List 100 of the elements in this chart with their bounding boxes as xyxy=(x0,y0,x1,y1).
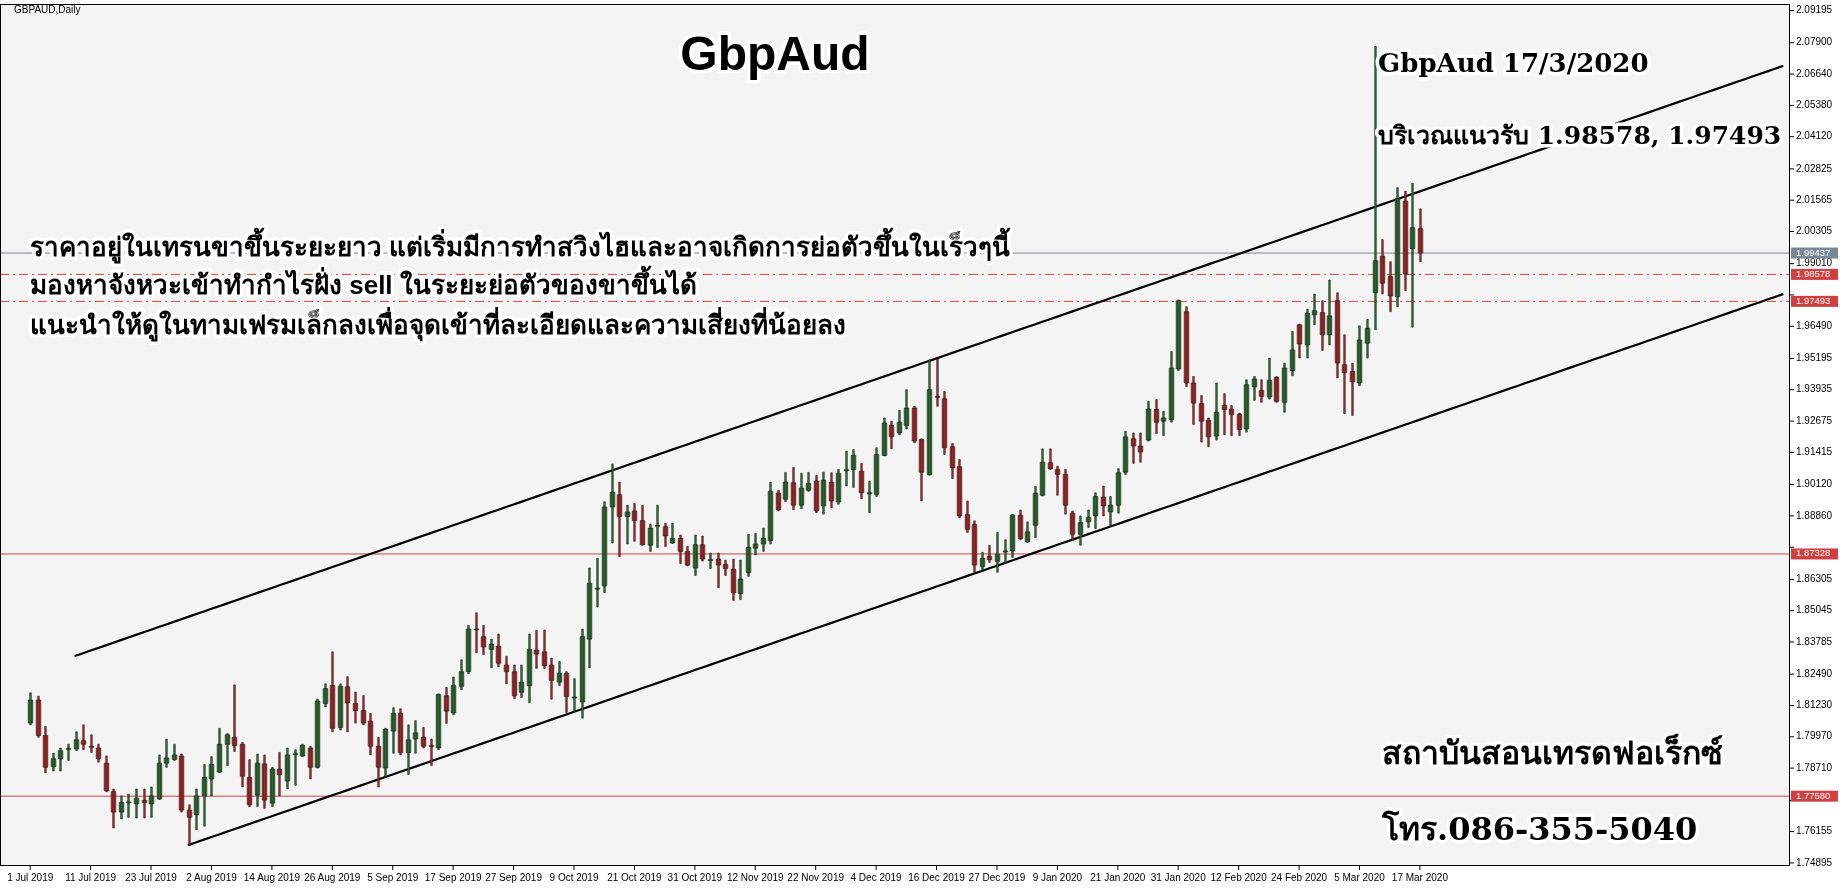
y-tick-label: 1.76155 xyxy=(1796,825,1833,837)
x-tick-label: 27 Dec 2019 xyxy=(968,872,1026,883)
x-tick-label: 21 Oct 2019 xyxy=(607,872,663,883)
x-tick-label: 22 Nov 2019 xyxy=(787,872,845,883)
y-tick-label: 2.06640 xyxy=(1796,67,1833,79)
x-tick-label: 14 Aug 2019 xyxy=(243,872,301,883)
annotation: ราคาอยู่ในเทรนขาขึ้นระยะยาว แต่เริ่มมีการทำสวิงไฮและอาจเกิดการย่อตัวขึ้นในเร็วๆนี้ xyxy=(30,227,1012,264)
candlestick xyxy=(412,720,419,754)
annotation: โทร.086-355-5040 xyxy=(1381,810,1698,848)
y-tick-label: 1.99010 xyxy=(1796,257,1833,269)
x-tick-label: 27 Sep 2019 xyxy=(485,872,543,883)
x-tick-label: 26 Aug 2019 xyxy=(304,872,361,883)
candlestick xyxy=(594,558,601,608)
x-tick-label: 11 Jul 2019 xyxy=(65,872,117,883)
candlestick xyxy=(1160,410,1167,436)
y-tick-label: 1.83785 xyxy=(1796,635,1833,647)
x-tick-label: 16 Dec 2019 xyxy=(908,872,966,883)
chart-subtitle: GBPAUD,Daily xyxy=(14,4,81,15)
x-tick-label: 21 Jan 2020 xyxy=(1090,872,1146,883)
y-tick-label: 1.85045 xyxy=(1796,604,1833,616)
y-tick-label: 2.02825 xyxy=(1796,162,1833,174)
y-tick-label: 1.95195 xyxy=(1796,352,1833,364)
candlestick xyxy=(1002,539,1009,564)
annotation: สถาบันสอนเทรดฟอเร็กซ์ xyxy=(1382,733,1723,772)
y-tick-label: 1.90120 xyxy=(1796,478,1833,490)
x-tick-label: 2 Aug 2019 xyxy=(186,872,238,883)
y-tick-label: 1.86305 xyxy=(1796,573,1833,585)
y-tick-label: 1.81230 xyxy=(1796,699,1833,711)
candlestick xyxy=(292,749,299,786)
x-tick-label: 5 Sep 2019 xyxy=(367,872,419,883)
candlestick xyxy=(1266,357,1273,400)
x-tick-label: 17 Sep 2019 xyxy=(424,872,482,883)
candlestick xyxy=(473,612,480,654)
candlestick xyxy=(1372,46,1379,331)
candlestick xyxy=(654,504,661,548)
candlestick xyxy=(1251,376,1258,401)
candlestick xyxy=(609,463,616,544)
candlestick xyxy=(1077,515,1084,546)
y-tick-label: 2.05380 xyxy=(1796,99,1833,111)
candlestick xyxy=(1364,319,1371,359)
x-tick-label: 4 Dec 2019 xyxy=(850,872,903,883)
candlestick xyxy=(171,743,178,761)
candlestick xyxy=(88,734,95,753)
x-tick-label: 1 Jul 2019 xyxy=(7,872,54,883)
text: GbpAud xyxy=(680,27,870,80)
x-tick-label: 23 Jul 2019 xyxy=(125,872,178,883)
candlestick xyxy=(224,733,231,766)
candlestick xyxy=(934,358,941,407)
candlestick xyxy=(1326,279,1333,346)
candlestick xyxy=(405,724,412,775)
x-tick-label: 31 Oct 2019 xyxy=(667,872,723,883)
candlestick xyxy=(65,743,72,761)
candlestick xyxy=(760,527,767,552)
candlestick xyxy=(125,793,132,818)
candlestick xyxy=(201,764,208,827)
x-tick-label: 31 Jan 2020 xyxy=(1150,872,1207,883)
candlestick xyxy=(843,450,850,487)
x-tick-label: 17 Mar 2020 xyxy=(1391,872,1449,883)
y-tick-label: 1.88860 xyxy=(1796,509,1833,521)
y-tick-label: 1.92675 xyxy=(1796,414,1833,426)
x-tick-label: 12 Nov 2019 xyxy=(726,872,785,883)
x-tick-label: 24 Feb 2020 xyxy=(1270,872,1328,883)
ref-line-label: 1.98578 xyxy=(1796,267,1831,279)
y-tick-label: 2.09195 xyxy=(1796,4,1833,16)
y-tick-label: 2.07900 xyxy=(1796,36,1833,48)
x-tick-label: 12 Feb 2020 xyxy=(1210,872,1268,883)
candlestick xyxy=(518,664,525,698)
y-tick-label: 1.74895 xyxy=(1796,856,1833,868)
candlestick xyxy=(1409,182,1416,328)
candlestick xyxy=(571,678,578,712)
y-tick-label: 1.78710 xyxy=(1796,761,1833,773)
y-tick-label: 2.04120 xyxy=(1796,130,1833,142)
y-tick-label: 1.96490 xyxy=(1796,319,1833,331)
candlestick xyxy=(133,788,140,819)
candlestick xyxy=(737,559,744,600)
candlestick xyxy=(488,638,495,669)
x-tick-label: 5 Mar 2020 xyxy=(1334,872,1386,883)
y-tick-label: 2.01565 xyxy=(1796,193,1833,205)
candlestick xyxy=(556,661,563,686)
ref-line-label: 1.97493 xyxy=(1796,294,1831,306)
y-tick-label: 1.93935 xyxy=(1796,383,1833,395)
candlestick xyxy=(624,504,631,545)
candlestick xyxy=(118,795,125,820)
ref-line-label: 1.77580 xyxy=(1796,789,1831,801)
candlestick xyxy=(428,738,435,766)
candlestick xyxy=(866,480,873,513)
candlestick xyxy=(390,707,397,754)
y-tick-label: 1.82490 xyxy=(1796,667,1833,679)
candlestick xyxy=(50,752,57,772)
candlestick xyxy=(1311,293,1318,326)
ref-line-label: 1.99437 xyxy=(1796,246,1831,258)
y-tick-label: 1.91415 xyxy=(1796,446,1833,458)
candlestick xyxy=(669,523,676,544)
candlestick xyxy=(57,747,64,772)
annotation: มองหาจังหวะเข้าทำกำไรฝั่ง sell ในระยะย่อตัวของขาขึ้นได้ xyxy=(30,265,697,300)
candlestick xyxy=(805,472,812,492)
candlestick xyxy=(208,756,215,797)
y-tick-label: 1.79970 xyxy=(1796,730,1833,742)
candlestick xyxy=(1107,496,1114,526)
annotation: GbpAud 17/3/2020 xyxy=(1378,48,1649,78)
